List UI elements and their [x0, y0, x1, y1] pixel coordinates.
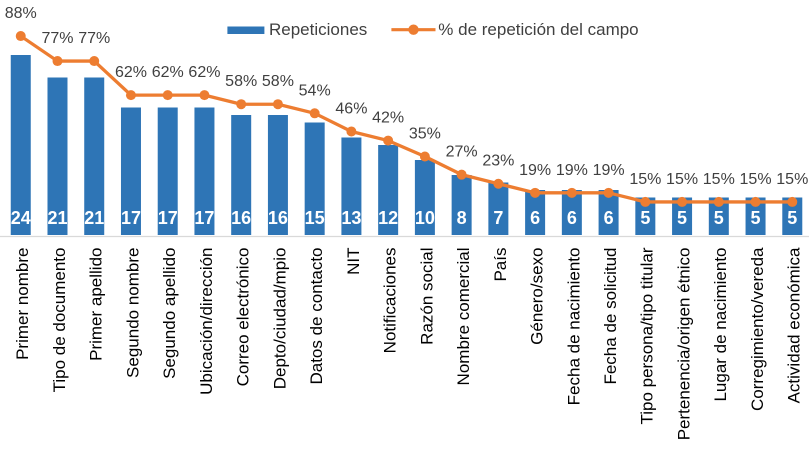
svg-text:54%: 54%	[299, 82, 331, 99]
svg-text:17: 17	[158, 208, 178, 228]
svg-text:Nombre comercial: Nombre comercial	[454, 248, 473, 386]
svg-text:15%: 15%	[629, 171, 661, 188]
svg-text:Pertenencia/origen étnico: Pertenencia/origen étnico	[674, 248, 693, 441]
svg-text:Fecha de solicitud: Fecha de solicitud	[601, 248, 620, 385]
svg-text:62%: 62%	[152, 64, 184, 81]
svg-text:Correo electrónico: Correo electrónico	[234, 248, 253, 387]
svg-text:5: 5	[640, 208, 650, 228]
svg-text:Tipo persona/tipo titular: Tipo persona/tipo titular	[638, 247, 657, 424]
svg-text:Razón social: Razón social	[417, 248, 436, 345]
svg-text:35%: 35%	[409, 125, 441, 142]
svg-text:16: 16	[268, 208, 288, 228]
svg-text:6: 6	[604, 208, 614, 228]
svg-text:Fecha de nacimiento: Fecha de nacimiento	[564, 248, 583, 406]
svg-text:6: 6	[567, 208, 577, 228]
svg-text:7: 7	[493, 208, 503, 228]
svg-text:58%: 58%	[225, 73, 257, 90]
svg-text:58%: 58%	[262, 73, 294, 90]
svg-text:13: 13	[341, 208, 361, 228]
svg-text:5: 5	[677, 208, 687, 228]
svg-text:Primer apellido: Primer apellido	[87, 248, 106, 361]
svg-text:5: 5	[751, 208, 761, 228]
svg-text:19%: 19%	[556, 162, 588, 179]
svg-text:77%: 77%	[78, 30, 110, 47]
svg-text:21: 21	[84, 208, 104, 228]
svg-text:21: 21	[47, 208, 67, 228]
svg-text:Actividad económica: Actividad económica	[785, 247, 804, 403]
svg-text:17: 17	[194, 208, 214, 228]
svg-text:12: 12	[378, 208, 398, 228]
svg-text:23%: 23%	[482, 153, 514, 170]
svg-text:27%: 27%	[446, 144, 478, 161]
svg-text:10: 10	[415, 208, 435, 228]
svg-text:62%: 62%	[115, 64, 147, 81]
svg-text:Tipo de documento: Tipo de documento	[50, 248, 69, 393]
svg-text:País: País	[491, 248, 510, 282]
svg-text:17: 17	[121, 208, 141, 228]
svg-text:Lugar de nacimiento: Lugar de nacimiento	[711, 248, 730, 402]
svg-text:Repeticiones: Repeticiones	[269, 20, 367, 39]
svg-text:Datos de contacto: Datos de contacto	[307, 248, 326, 385]
svg-text:15%: 15%	[740, 171, 772, 188]
svg-text:19%: 19%	[519, 162, 551, 179]
svg-text:8: 8	[457, 208, 467, 228]
svg-text:15%: 15%	[703, 171, 735, 188]
svg-text:46%: 46%	[335, 100, 367, 117]
svg-text:Ubicación/dirección: Ubicación/dirección	[197, 248, 216, 395]
svg-text:NIT: NIT	[344, 248, 363, 275]
svg-text:Primer nombre: Primer nombre	[13, 248, 32, 360]
svg-text:Género/sexo: Género/sexo	[528, 248, 547, 345]
svg-text:6: 6	[530, 208, 540, 228]
svg-text:15%: 15%	[776, 171, 808, 188]
svg-text:42%: 42%	[372, 110, 404, 127]
svg-text:15%: 15%	[666, 171, 698, 188]
svg-text:15: 15	[305, 208, 325, 228]
svg-text:77%: 77%	[41, 30, 73, 47]
svg-text:Segundo nombre: Segundo nombre	[123, 248, 142, 378]
svg-text:Depto/ciudad/mpio: Depto/ciudad/mpio	[270, 248, 289, 390]
svg-text:Corregimiento/vereda: Corregimiento/vereda	[748, 247, 767, 411]
svg-text:Notificaciones: Notificaciones	[381, 248, 400, 354]
svg-text:Segundo apellido: Segundo apellido	[160, 248, 179, 379]
svg-text:% de repetición del campo: % de repetición del campo	[438, 20, 638, 39]
svg-text:88%: 88%	[5, 5, 37, 22]
svg-text:5: 5	[714, 208, 724, 228]
svg-text:62%: 62%	[188, 64, 220, 81]
svg-text:5: 5	[787, 208, 797, 228]
svg-text:24: 24	[11, 208, 31, 228]
svg-text:16: 16	[231, 208, 251, 228]
svg-text:19%: 19%	[593, 162, 625, 179]
